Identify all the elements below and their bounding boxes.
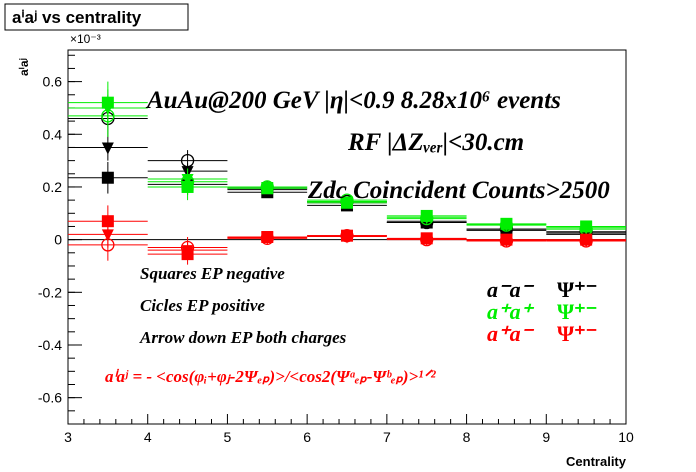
data-point-triangle (500, 219, 513, 232)
data-point-triangle (580, 222, 593, 235)
x-tick-label: 5 (224, 429, 232, 445)
x-tick-label: 6 (303, 429, 311, 445)
annotation-arrows: Arrow down EP both charges (139, 328, 347, 347)
y-tick-label: 0.2 (43, 179, 63, 195)
data-point-triangle (101, 229, 114, 242)
y-tick-label: 0.6 (43, 74, 63, 90)
data-point-triangle (500, 235, 513, 248)
plot-frame (67, 49, 627, 425)
data-point-triangle (580, 235, 593, 248)
legend-psi: Ψ⁺⁻ (557, 299, 597, 324)
title-box (4, 3, 189, 31)
annotation-formula: aⁱaʲ = - <cos(φᵢ+φⱼ-2Ψₑₚ)>/<cos2(Ψᵃₑₚ-Ψᵇ… (105, 367, 437, 386)
x-tick-label: 10 (618, 429, 634, 445)
series-5 (68, 89, 626, 235)
legend-label: a⁻a⁻ (487, 277, 535, 302)
legend-psi: Ψ⁺⁻ (557, 321, 597, 346)
data-marks (68, 81, 626, 265)
series-1 (68, 102, 626, 239)
y-tick-label: -0.6 (38, 390, 62, 406)
annotation-collision: AuAu@200 GeV |η|<0.9 8.28x10⁶ events (145, 87, 561, 114)
y-tick-label: 0 (54, 232, 62, 248)
y-tick-label: -0.2 (38, 284, 62, 300)
y-tick-label: -0.4 (38, 337, 62, 353)
data-point-triangle (341, 196, 353, 209)
annotation-vertex-cut: RF |ΔZᵥₑᵣ|<30.cm (347, 129, 524, 156)
x-tick-label: 9 (542, 429, 550, 445)
y-axis-exponent: ×10⁻³ (70, 32, 101, 46)
series-8 (68, 221, 626, 259)
chart-title: aⁱaʲ vs centrality (12, 8, 142, 27)
series-4 (68, 94, 626, 236)
y-tick-label: 0.4 (43, 126, 63, 142)
data-point-triangle (181, 245, 194, 258)
x-tick-label: 7 (383, 429, 391, 445)
data-point-triangle (181, 174, 194, 187)
legend-label: a⁺a⁺ (487, 299, 535, 324)
y-axis-label: aⁱaʲ (17, 58, 31, 76)
legend-label: a⁺a⁻ (487, 321, 535, 346)
data-point-triangle (101, 142, 114, 155)
data-point-square (101, 171, 114, 184)
x-tick-label: 8 (463, 429, 471, 445)
annotation-squares: Squares EP negative (140, 264, 285, 283)
x-axis-label: Centrality (566, 454, 627, 469)
data-point-triangle (420, 233, 433, 246)
data-point-triangle (420, 212, 433, 225)
data-point-triangle (261, 232, 274, 245)
data-point-triangle (341, 231, 353, 244)
axis-ticks: 3 4 5 6 7 8 9 10 -0.6 -0.4 -0.2 0 0.2 0.4 0.6 (38, 54, 634, 445)
legend: a⁻a⁻ Ψ⁺⁻ a⁺a⁺ Ψ⁺⁻ a⁺a⁻ Ψ⁺⁻ (487, 277, 597, 346)
x-tick-label: 3 (64, 429, 72, 445)
x-tick-label: 4 (144, 429, 152, 445)
data-point-triangle (261, 181, 274, 194)
data-point-triangle (101, 102, 114, 115)
annotation-circles: Cicles EP positive (140, 296, 265, 315)
annotation-zdc-cut: Zdc Coincident Counts>2500 (307, 177, 610, 204)
legend-psi: Ψ⁺⁻ (557, 277, 597, 302)
